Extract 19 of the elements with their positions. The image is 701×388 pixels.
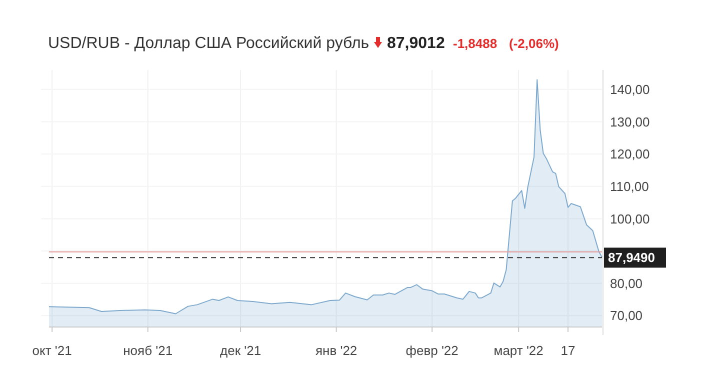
text: 87,9012 [387,35,445,52]
x-tick-label: янв '22 [315,343,358,358]
x-tick-label: февр '22 [406,343,458,358]
y-tick-label: 110,00 [610,178,649,194]
x-tick-label: окт '21 [32,343,72,358]
x-tick-label: 17 [560,343,576,358]
y-tick-label: 70,00 [610,308,643,324]
text: (-2,06%) [509,36,559,51]
x-tick-label: дек '21 [220,343,262,358]
chart-title: USD/RUB - Доллар США Российский рубль [48,35,370,52]
x-tick-label: март '22 [494,343,544,358]
y-tick-label: 80,00 [610,276,643,291]
y-tick-label: 100,00 [610,211,650,226]
ref-line-label: 87,9490 [608,250,655,266]
y-tick-label: 140,00 [610,82,650,97]
y-tick-label: 130,00 [610,114,650,130]
text: -1,8488 [453,36,498,51]
x-tick-label: нояб '21 [123,343,173,358]
y-tick-label: 120,00 [610,146,650,162]
